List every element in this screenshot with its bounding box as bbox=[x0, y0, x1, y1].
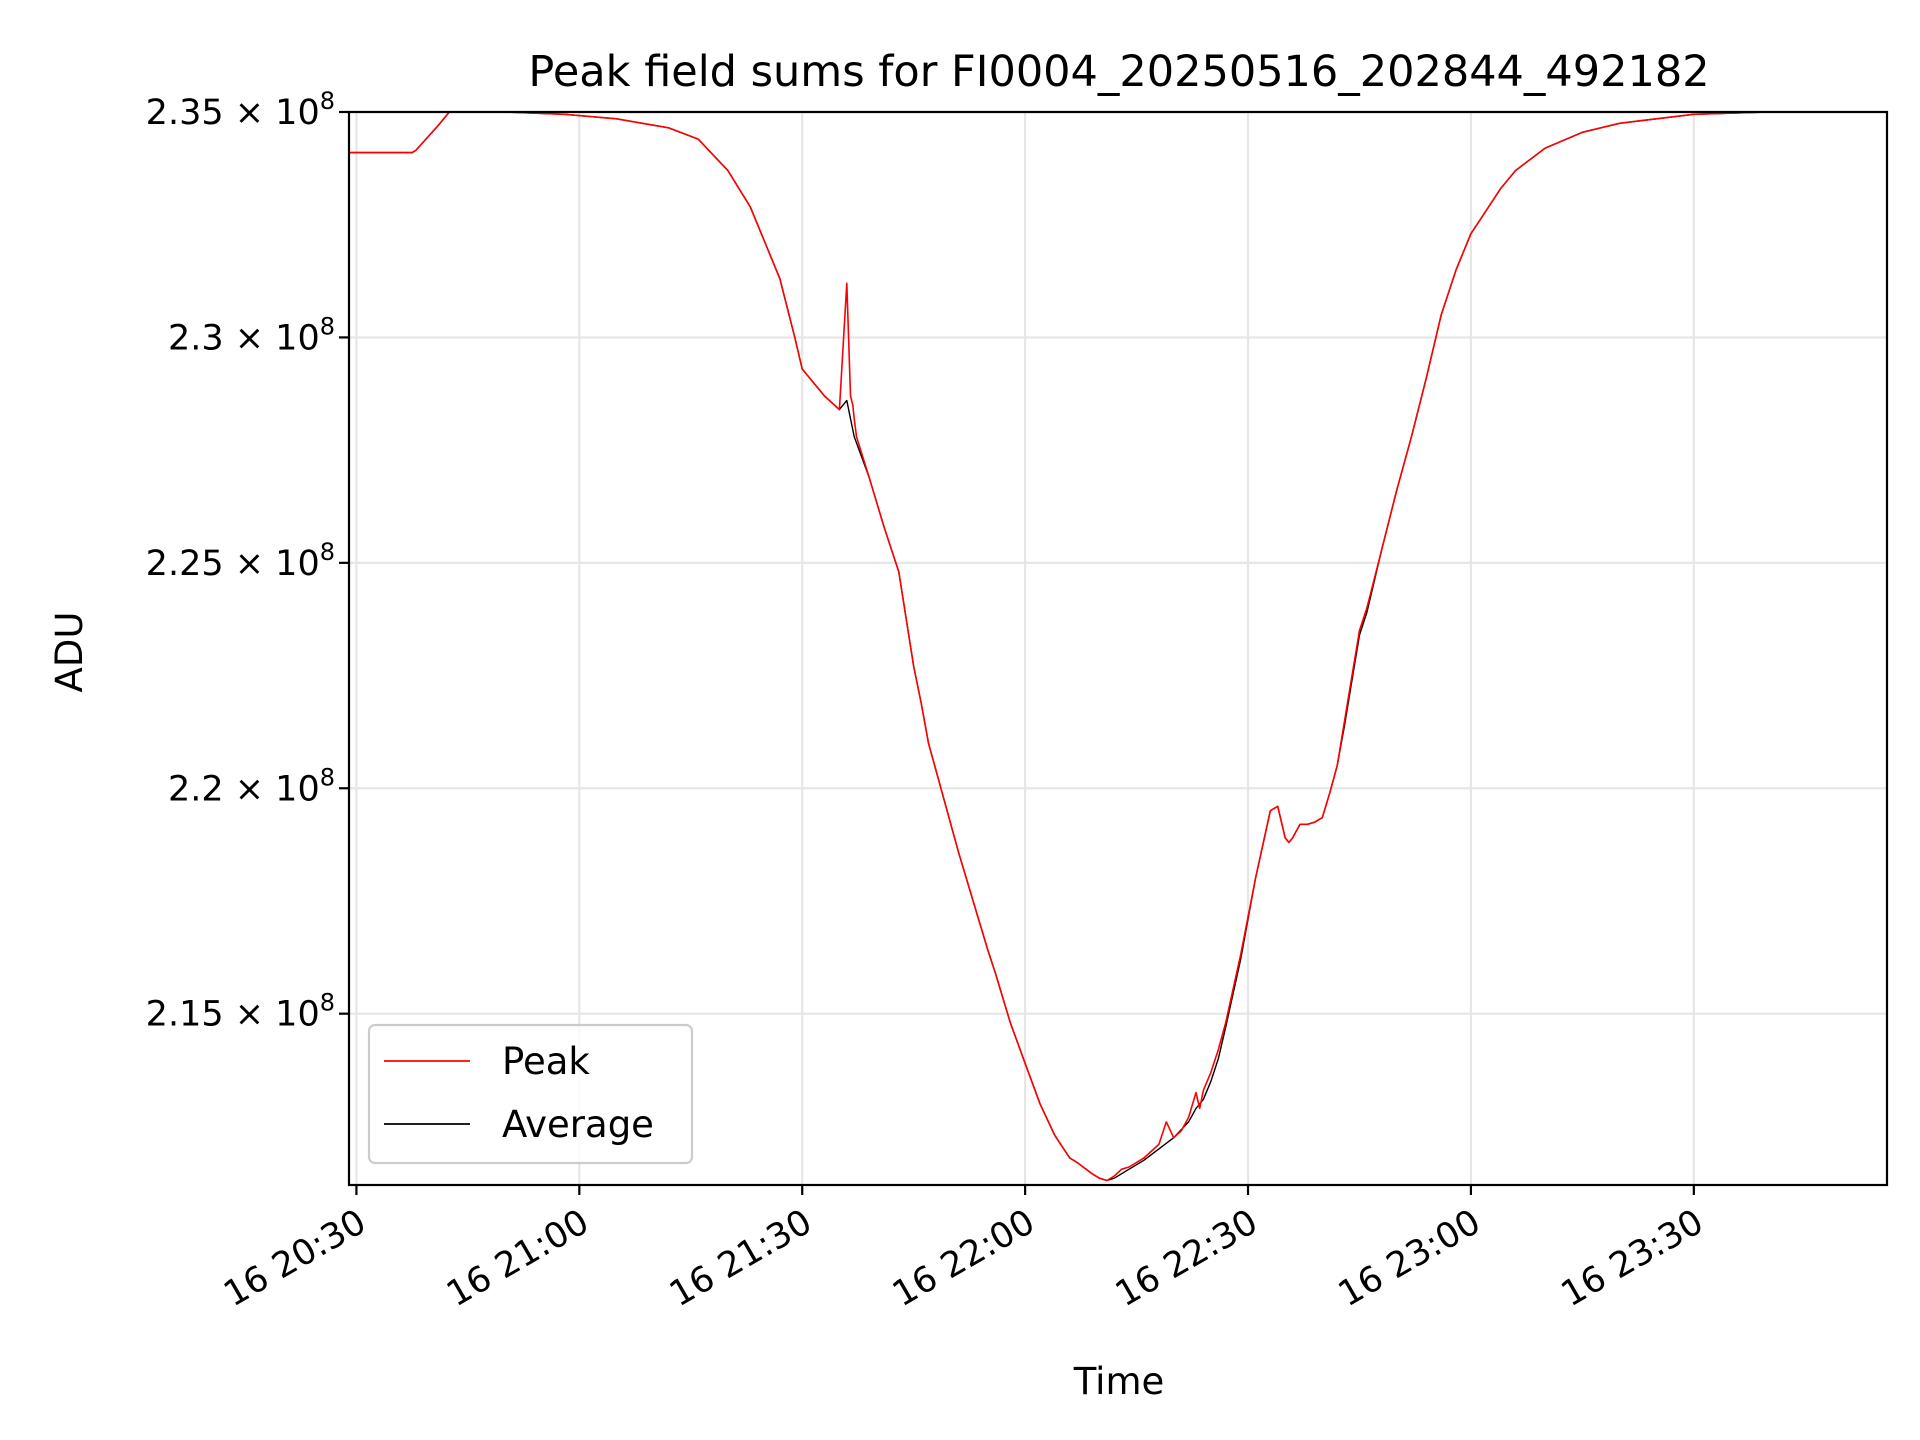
chart-title: Peak field sums for FI0004_20250516_2028… bbox=[528, 47, 1709, 97]
y-axis-label: ADU bbox=[48, 612, 91, 693]
legend: Peak Average bbox=[367, 1023, 694, 1165]
y-tick-label: 2.35 × 108 bbox=[146, 87, 335, 133]
y-tick-label: 2.25 × 108 bbox=[146, 538, 335, 584]
x-axis-label: Time bbox=[1073, 1360, 1165, 1403]
y-tick-label: 2.3 × 108 bbox=[168, 312, 335, 358]
series-layer bbox=[349, 111, 1887, 1182]
y-tick-label: 2.15 × 108 bbox=[146, 989, 335, 1035]
plot-frame bbox=[347, 110, 1889, 1187]
legend-box bbox=[367, 1023, 694, 1165]
legend-label-peak: Peak bbox=[502, 1040, 590, 1083]
y-tick-label: 2.2 × 108 bbox=[168, 763, 335, 809]
series-line-peak bbox=[349, 111, 1887, 1182]
legend-label-average: Average bbox=[502, 1103, 654, 1146]
